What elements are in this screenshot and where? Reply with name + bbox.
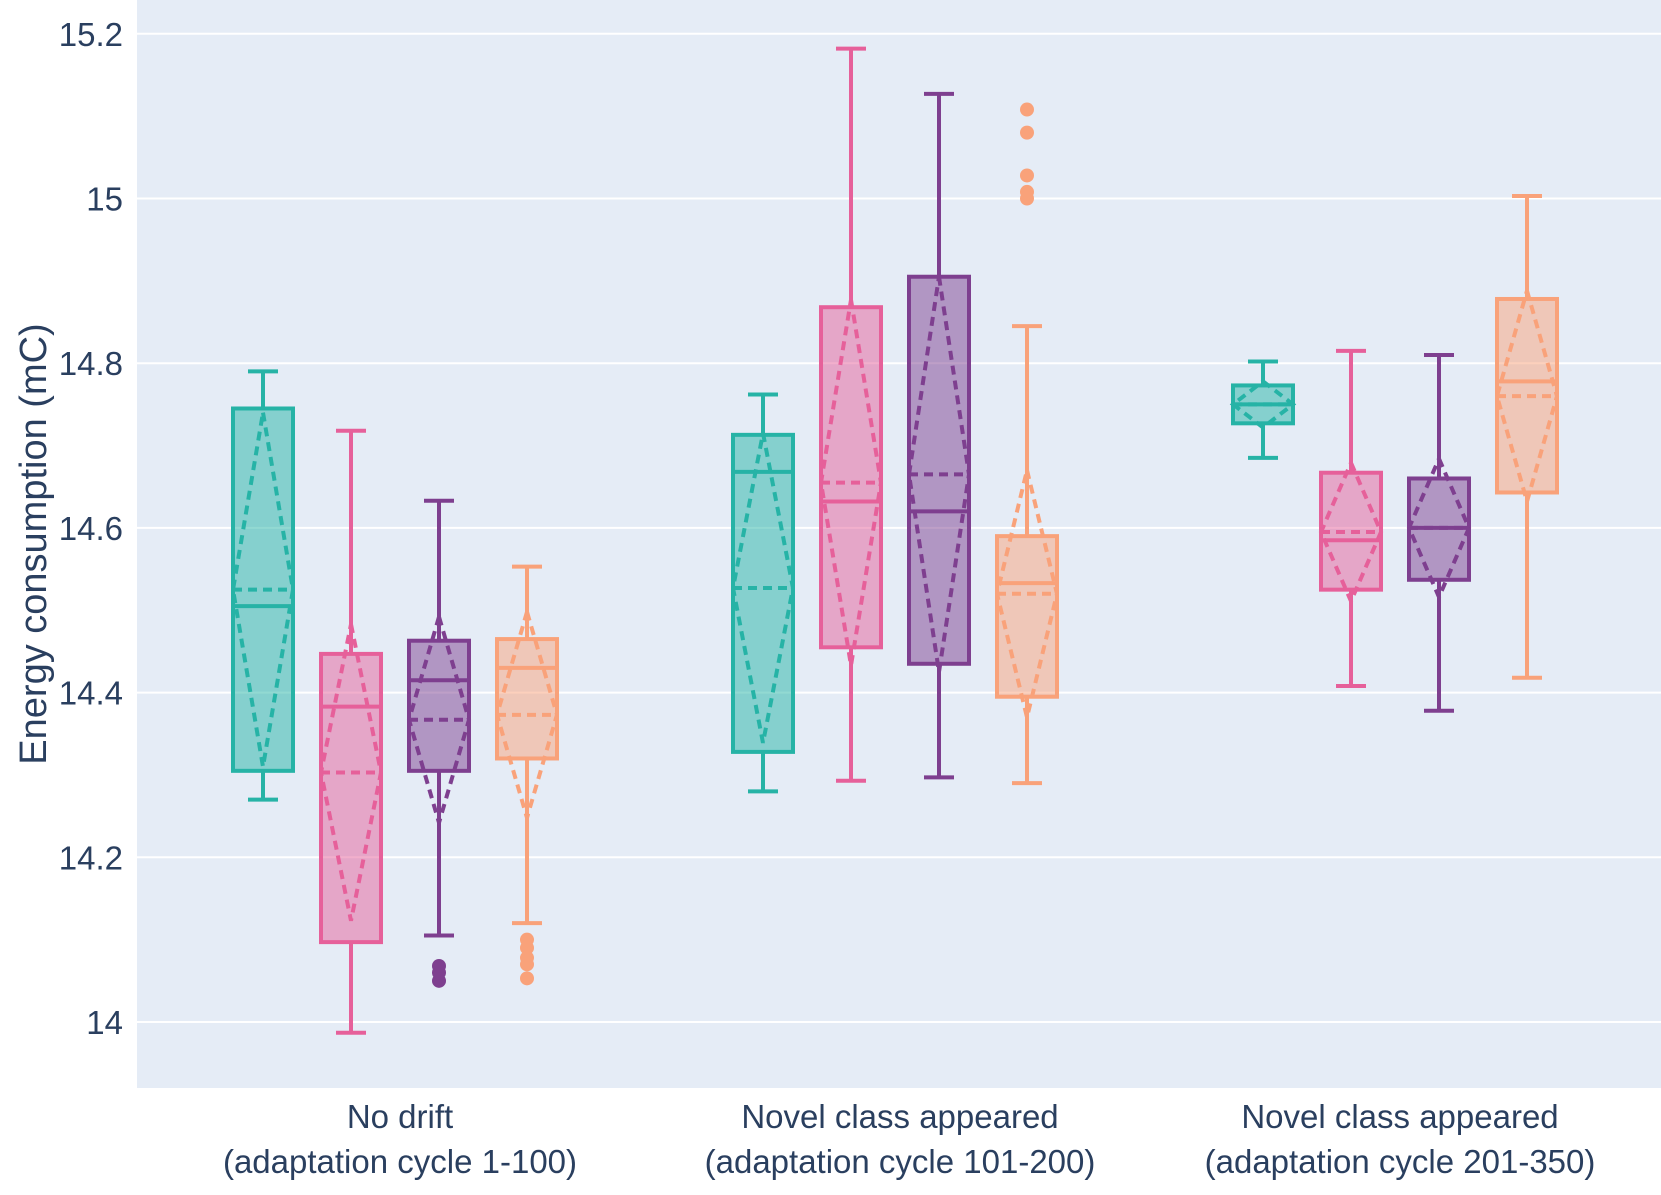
y-axis-tick-labels: 14 14.2 14.4 14.6 14.8 15 15.2	[59, 16, 123, 1041]
outlier-point	[520, 971, 534, 986]
box-4-3	[1494, 194, 1560, 680]
box-1-3	[1229, 359, 1297, 460]
y-tick-label: 15.2	[59, 16, 123, 53]
sd-diamond	[1494, 283, 1560, 509]
outlier-point	[1020, 102, 1034, 117]
outlier-point	[520, 932, 534, 947]
sd-diamond	[1406, 453, 1472, 603]
outlier-point	[1020, 184, 1034, 199]
sd-diamond	[994, 469, 1060, 718]
iqr-box	[995, 534, 1059, 699]
outlier-point	[1020, 168, 1034, 183]
x-tick-label-line2: (adaptation cycle 101-200)	[705, 1143, 1096, 1180]
outlier-point	[432, 959, 446, 974]
sd-diamond	[318, 623, 384, 922]
box-3-3	[1406, 352, 1472, 713]
x-axis-tick-labels: No drift (adaptation cycle 1-100) Novel cl…	[223, 1098, 1595, 1180]
iqr-box	[495, 637, 559, 761]
box-2-2	[818, 46, 884, 783]
outlier-point	[1020, 125, 1034, 140]
box-2-3	[1318, 348, 1384, 689]
iqr-box	[819, 305, 883, 650]
box-series	[230, 46, 1560, 1035]
y-tick-label: 14.8	[59, 345, 123, 382]
iqr-box	[907, 274, 971, 666]
sd-diamond	[818, 299, 884, 666]
iqr-box	[731, 432, 795, 754]
x-tick-label-line2: (adaptation cycle 201-350)	[1205, 1143, 1596, 1180]
sd-diamond	[1229, 378, 1297, 430]
box-3-1	[406, 498, 472, 988]
iqr-box	[319, 651, 383, 945]
gridlines	[137, 32, 1661, 1023]
box-4-1	[494, 564, 560, 986]
box-1-1	[230, 369, 296, 802]
y-tick-label: 14	[86, 1004, 123, 1041]
y-tick-label: 15	[86, 181, 123, 218]
x-tick-label-line1: Novel class appeared	[1241, 1098, 1558, 1135]
y-tick-label: 14.2	[59, 839, 123, 876]
sd-diamond	[406, 609, 472, 830]
x-tick-label-line1: No drift	[347, 1098, 453, 1135]
sd-diamond	[494, 604, 560, 825]
y-tick-label: 14.4	[59, 675, 123, 712]
x-tick-label-line2: (adaptation cycle 1-100)	[223, 1143, 577, 1180]
outlier-point	[520, 950, 534, 965]
box-4-2	[994, 102, 1060, 786]
x-tick-label-line1: Novel class appeared	[741, 1098, 1058, 1135]
box-2-1	[318, 428, 384, 1035]
sd-diamond	[1318, 457, 1384, 607]
box-3-2	[906, 91, 972, 780]
y-tick-label: 14.6	[59, 510, 123, 547]
box-1-2	[730, 392, 796, 794]
sd-diamond	[730, 432, 796, 744]
y-axis-title: Energy consumption (mC)	[13, 323, 55, 764]
sd-diamond	[906, 276, 972, 673]
